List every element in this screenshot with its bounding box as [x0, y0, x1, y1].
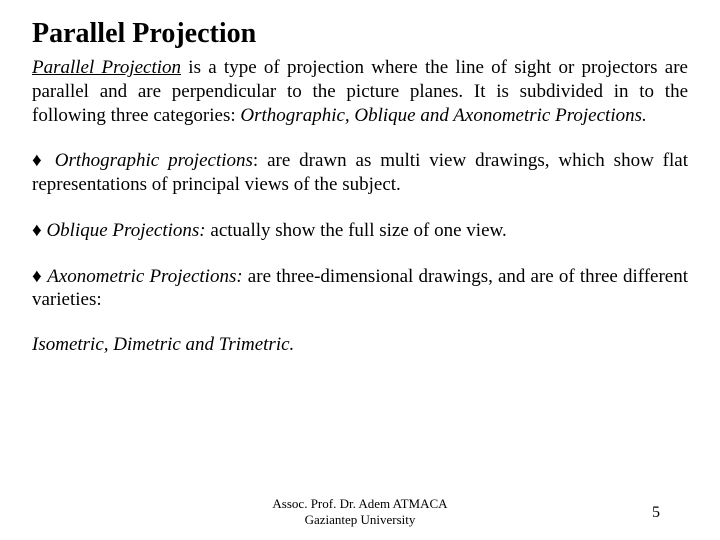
diamond-icon: ♦ — [32, 220, 42, 241]
page-number: 5 — [652, 504, 660, 522]
page-title: Parallel Projection — [32, 18, 688, 50]
bullet-oblique: ♦ Oblique Projections: actually show the… — [32, 219, 688, 243]
diamond-icon: ♦ — [32, 266, 42, 287]
bullet-label: Orthographic projections — [55, 150, 253, 171]
intro-term: Parallel Projection — [32, 57, 181, 78]
intro-categories: Orthographic, Oblique and Axonometric Pr… — [240, 105, 646, 126]
bullet-label: Axonometric Projections: — [47, 266, 242, 287]
footer: Assoc. Prof. Dr. Adem ATMACA Gaziantep U… — [0, 496, 720, 529]
closing-line: Isometric, Dimetric and Trimetric. — [32, 334, 688, 356]
bullet-text: actually show the full size of one view. — [206, 220, 507, 241]
bullet-orthographic: ♦ Orthographic projections: are drawn as… — [32, 149, 688, 197]
diamond-icon: ♦ — [32, 150, 46, 171]
footer-university: Gaziantep University — [305, 512, 416, 527]
footer-author: Assoc. Prof. Dr. Adem ATMACA — [272, 496, 447, 511]
intro-paragraph: Parallel Projection is a type of project… — [32, 56, 688, 127]
bullet-axonometric: ♦ Axonometric Projections: are three-dim… — [32, 265, 688, 313]
bullet-label: Oblique Projections: — [46, 220, 205, 241]
